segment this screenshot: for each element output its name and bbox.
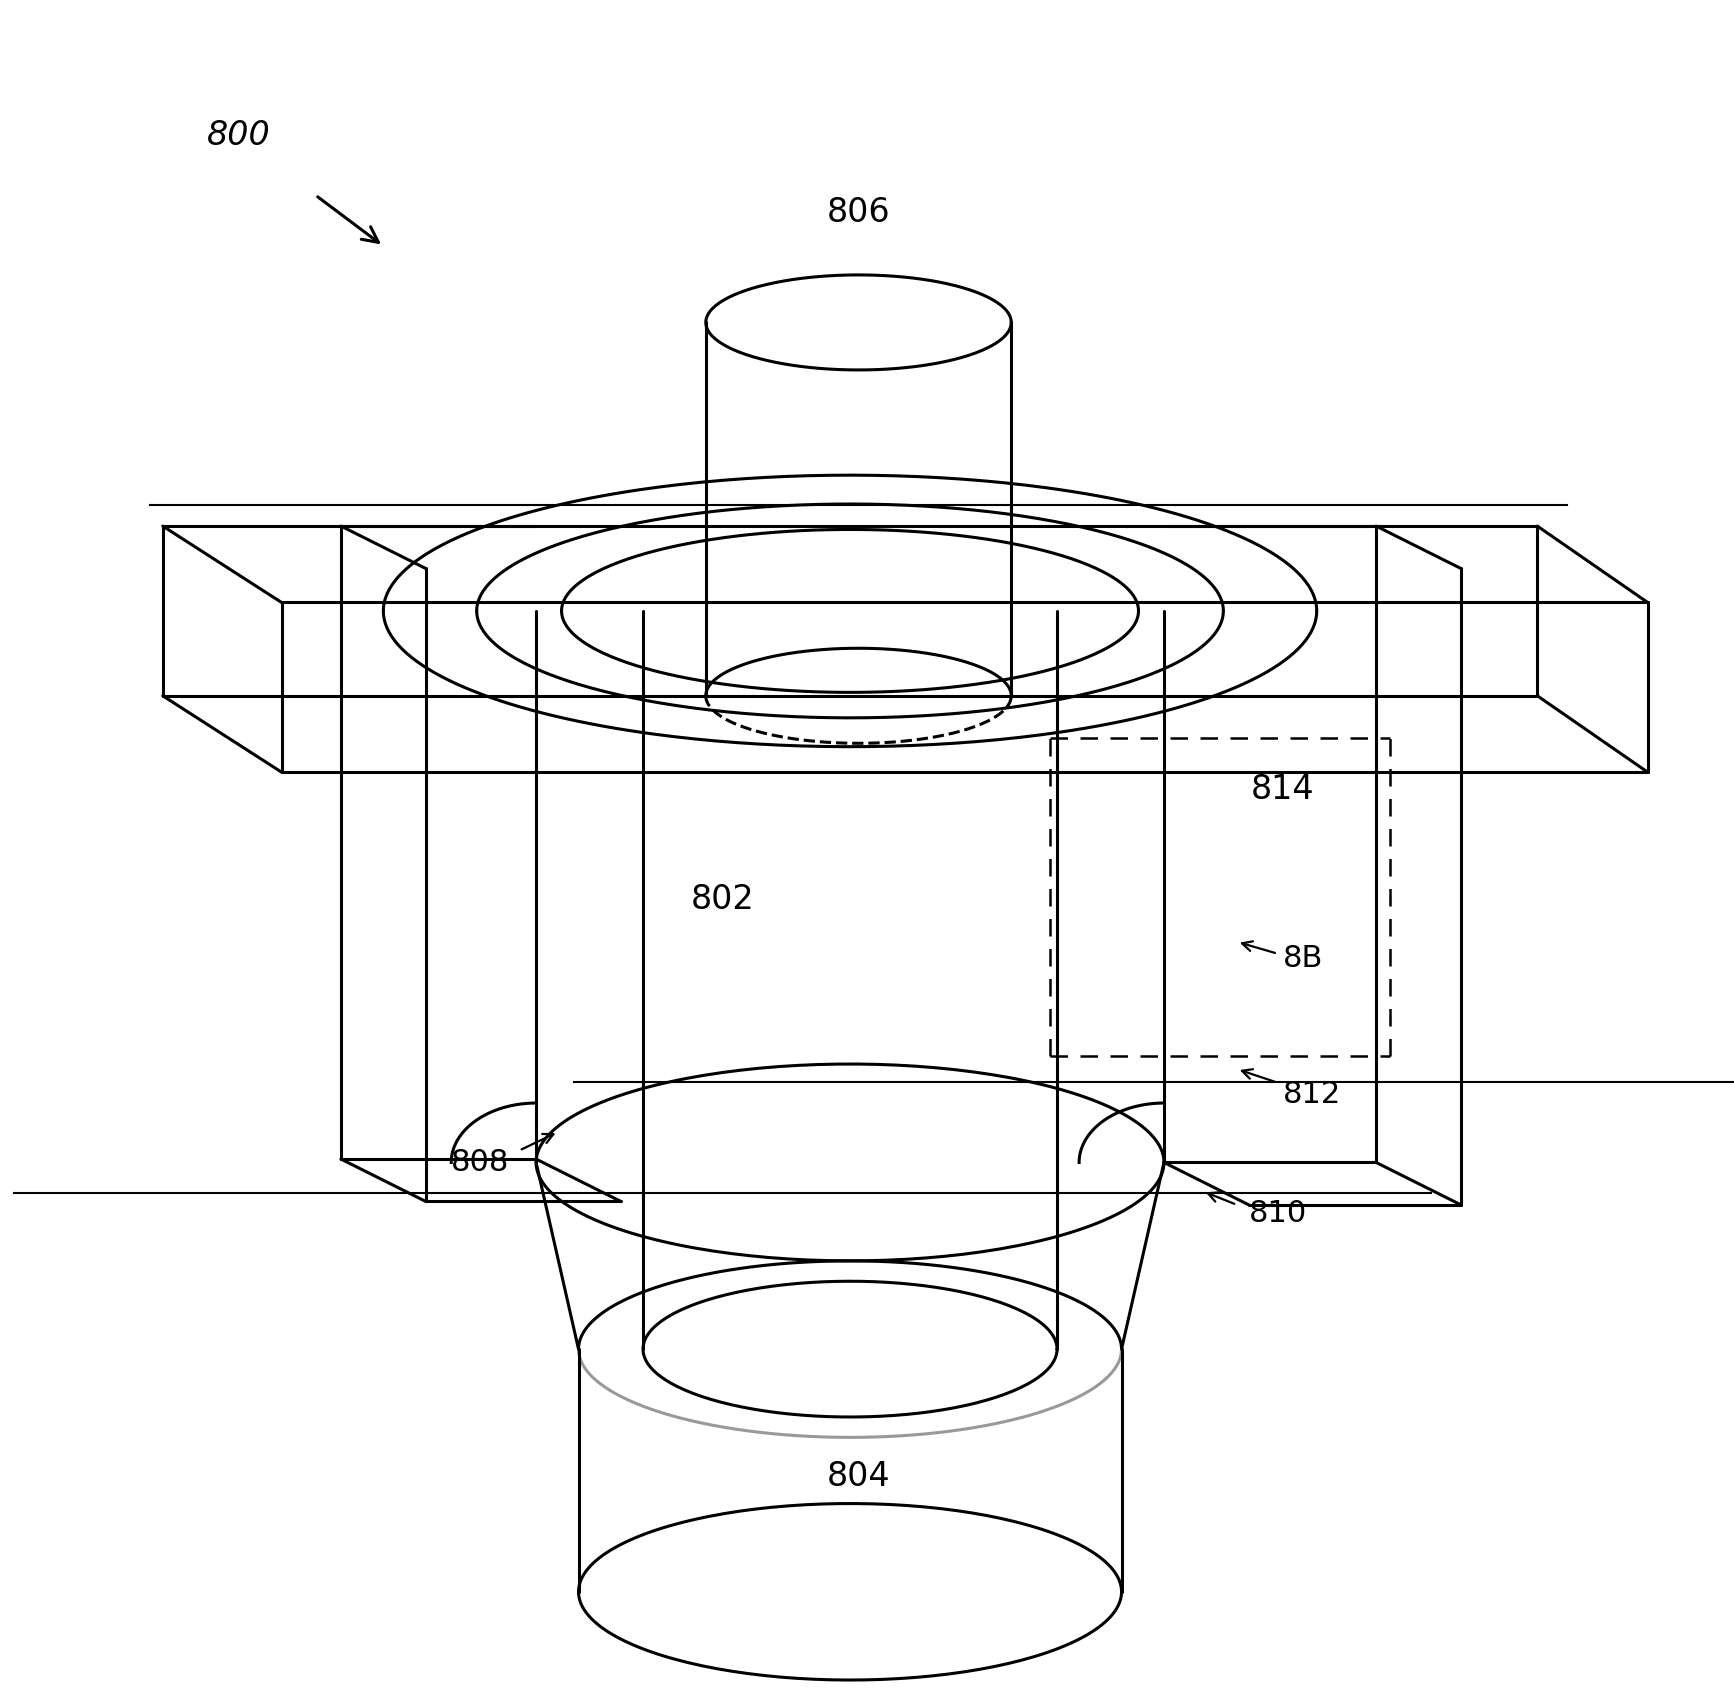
Text: 810: 810: [1248, 1198, 1307, 1229]
Text: 800: 800: [208, 119, 271, 153]
Text: 8B: 8B: [1283, 944, 1323, 974]
Text: 808: 808: [451, 1147, 510, 1178]
Text: 814: 814: [1250, 772, 1314, 806]
Text: 802: 802: [690, 882, 754, 916]
Text: 812: 812: [1283, 1079, 1340, 1110]
Text: 806: 806: [827, 195, 890, 229]
Text: 804: 804: [827, 1459, 890, 1493]
